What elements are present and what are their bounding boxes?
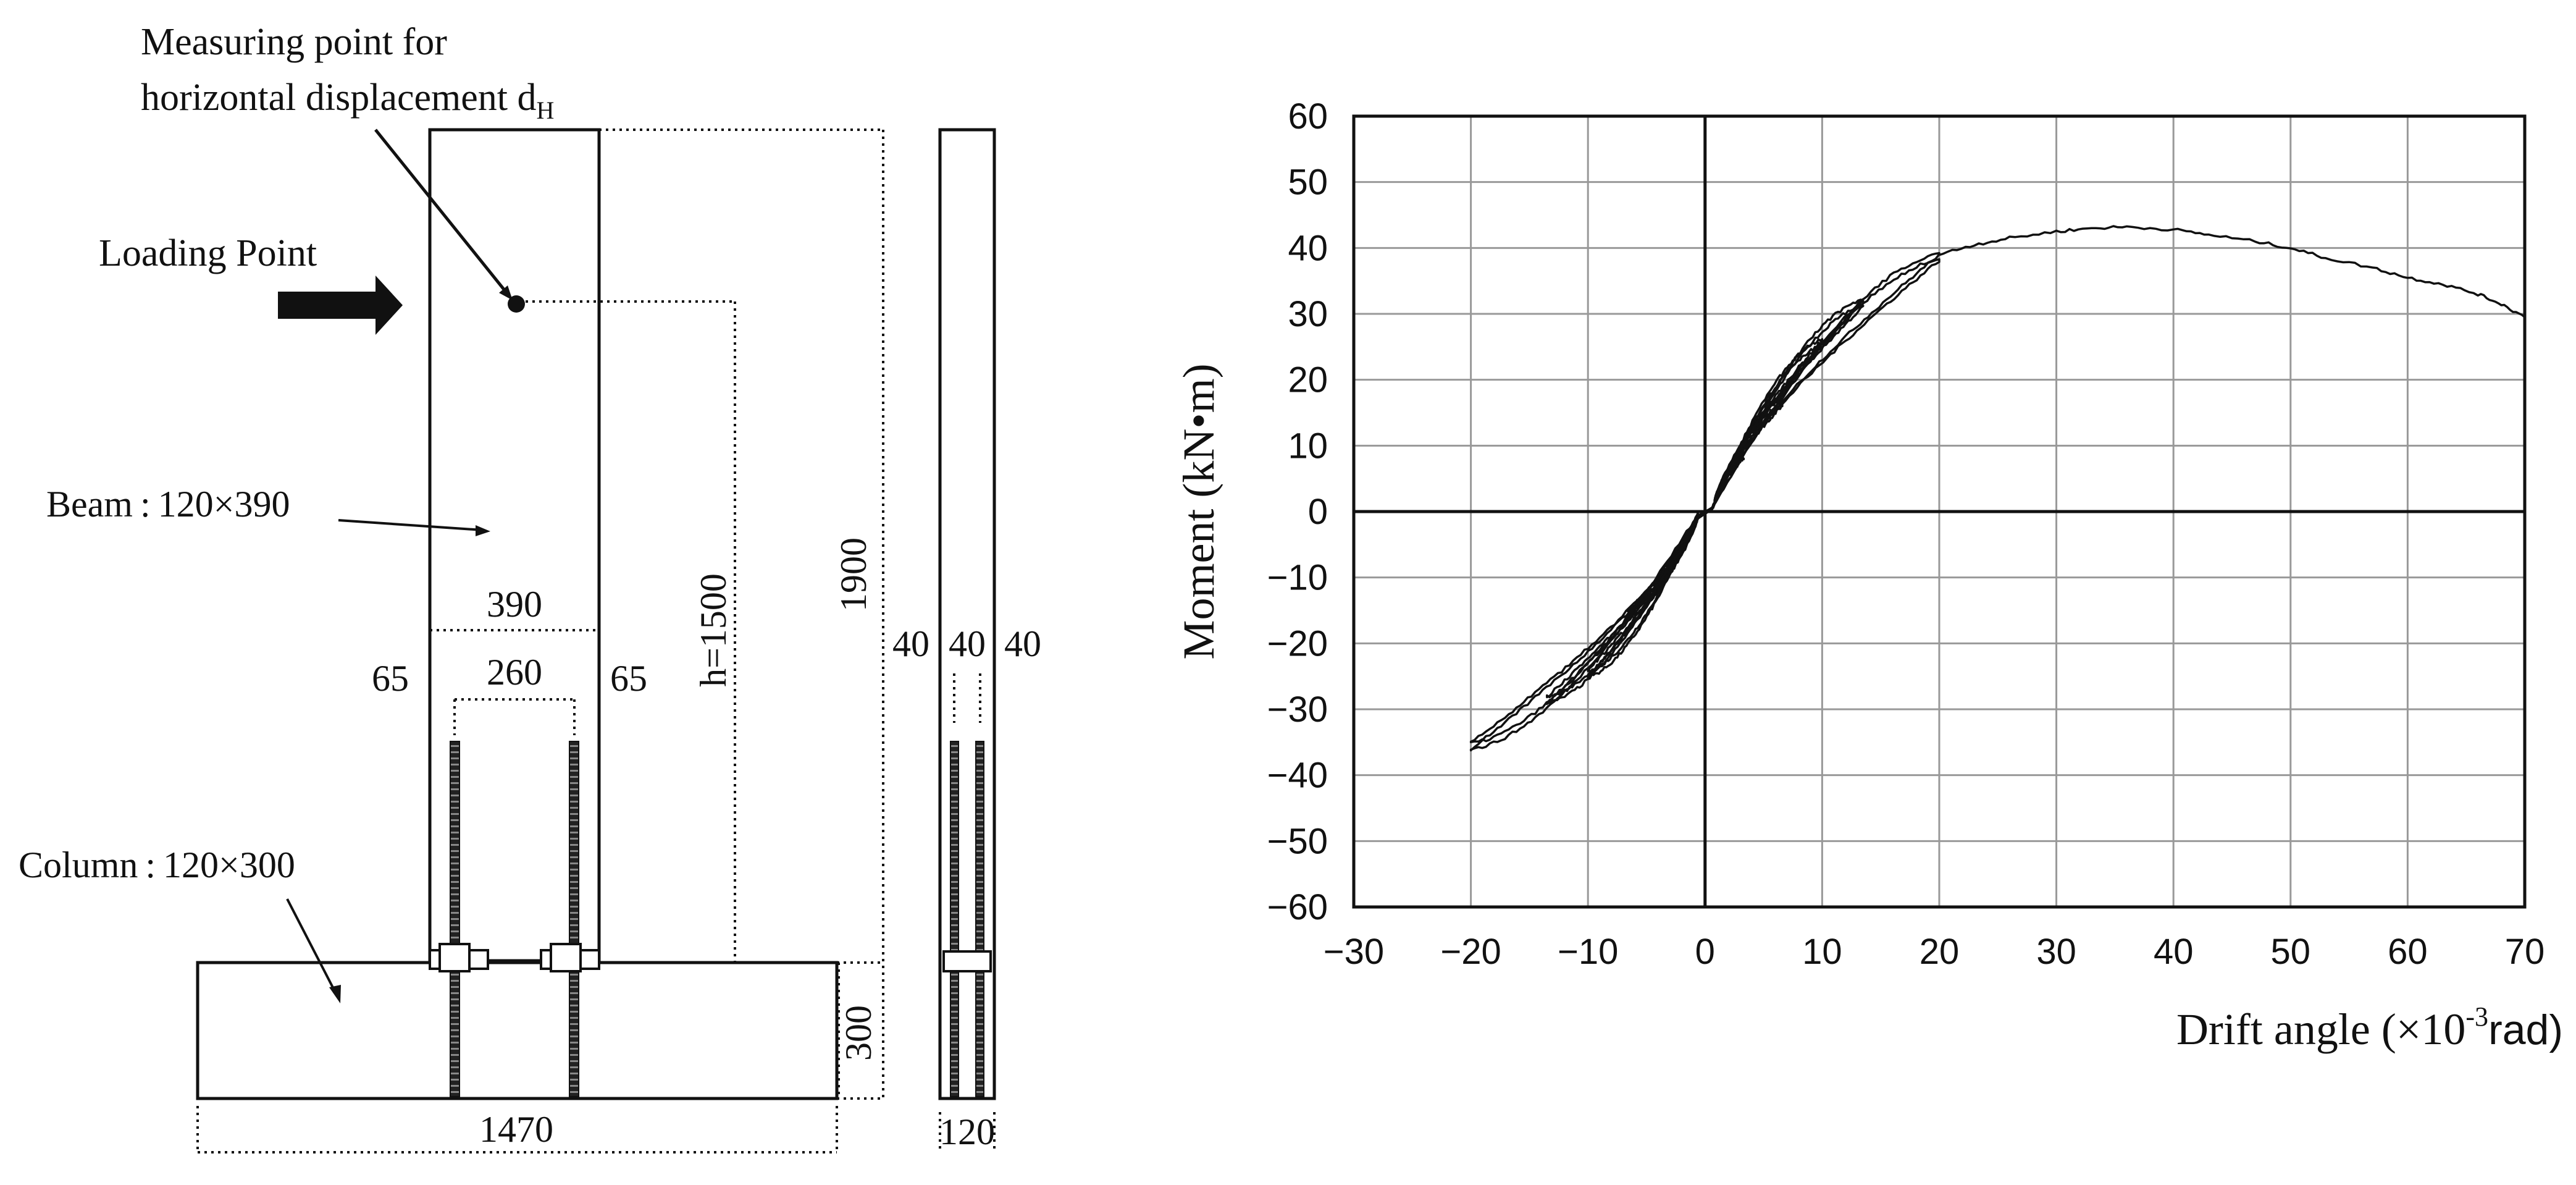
dim-h-label: h=1500 (693, 573, 734, 687)
y-tick-label: −30 (1267, 689, 1328, 730)
x-tick-label: 40 (2154, 932, 2194, 972)
x-tick-label: 70 (2505, 932, 2545, 972)
loading-point-label: Loading Point (99, 232, 317, 274)
specimen-diagram (196, 128, 996, 1153)
y-tick-label: 40 (1288, 228, 1328, 268)
y-tick-label: −10 (1267, 558, 1328, 598)
plot-frame (1352, 114, 2527, 909)
side-plate (942, 950, 992, 972)
anchor-rod-right (569, 741, 579, 1097)
side-view-outline (938, 128, 996, 1100)
column-pointer (286, 898, 338, 995)
envelope-curve (1939, 225, 2526, 318)
dim-40-a-label: 40 (892, 623, 929, 664)
anchor-plates (429, 943, 600, 972)
y-axis-label: Moment (kN•m) (1174, 363, 1223, 659)
x-axis-label-exponent: -3 (2465, 1002, 2488, 1032)
column-label: Column : 120×300 (19, 845, 295, 885)
y-tick-label: 0 (1308, 492, 1328, 532)
x-tick-label: −10 (1558, 932, 1618, 972)
column-outline (196, 961, 839, 1100)
dim-65-left-label: 65 (372, 658, 409, 699)
beam-pointer (338, 519, 484, 531)
chart-curves (1469, 225, 2526, 752)
x-tick-label: −20 (1440, 932, 1501, 972)
beam-label: Beam : 120×390 (46, 484, 290, 525)
y-tick-label: −50 (1267, 821, 1328, 861)
y-tick-label: −20 (1267, 623, 1328, 664)
x-tick-label: −30 (1324, 932, 1384, 972)
x-axis-label: Drift angle (×10-3rad) (2176, 1002, 2563, 1054)
dim-390-label: 390 (487, 584, 542, 625)
measuring-point-subscript: H (536, 96, 554, 124)
beam-pointer-arrowhead (476, 525, 490, 536)
measuring-point-title: Measuring point for (141, 21, 447, 63)
y-tick-label: −40 (1267, 756, 1328, 796)
x-tick-labels: −30 −20 −10 0 10 20 30 40 50 60 70 (1324, 932, 2545, 972)
moment-drift-chart: −30 −20 −10 0 10 20 30 40 50 60 70 60 50 40 30 20 10 0 −1… (1174, 96, 2563, 1054)
measuring-point-leader (374, 129, 509, 295)
x-tick-label: 10 (1802, 932, 1842, 972)
y-tick-labels: 60 50 40 30 20 10 0 −10 −20 −30 −40 −50 −60 (1267, 96, 1328, 927)
y-tick-label: 60 (1288, 96, 1328, 137)
dim-300-label: 300 (838, 1005, 879, 1061)
x-tick-label: 60 (2388, 932, 2428, 972)
side-rod-left (950, 741, 959, 1097)
anchor-rod-left (450, 741, 460, 1097)
dim-1470-label: 1470 (479, 1109, 553, 1150)
y-tick-label: 50 (1288, 162, 1328, 203)
x-tick-label: 30 (2036, 932, 2076, 972)
column-pointer-arrowhead (329, 985, 341, 1003)
measuring-point-arrowhead (499, 285, 513, 300)
y-tick-label: 30 (1288, 294, 1328, 334)
dim-40-b-label: 40 (949, 623, 986, 664)
loading-arrow-icon (278, 276, 403, 335)
dimension-lines (196, 129, 996, 1153)
x-tick-label: 50 (2271, 932, 2311, 972)
side-rod-right (975, 741, 984, 1097)
x-tick-label: 0 (1695, 932, 1715, 972)
hysteresis-loop (1469, 258, 1940, 743)
y-tick-label: 10 (1288, 426, 1328, 466)
y-tick-label: 20 (1288, 360, 1328, 400)
dim-1900-label: 1900 (833, 538, 874, 612)
measuring-point-subtitle: horizontal displacement dH (141, 77, 554, 124)
dim-65-right-label: 65 (610, 658, 647, 699)
x-tick-label: 20 (1919, 932, 1960, 972)
dim-40-c-label: 40 (1004, 623, 1041, 664)
hysteresis-loop (1469, 251, 1940, 752)
x-axis-label-unit: rad) (2488, 1006, 2563, 1053)
dim-260-label: 260 (487, 652, 542, 693)
dim-120-label: 120 (939, 1111, 995, 1152)
y-tick-label: −60 (1267, 887, 1328, 927)
